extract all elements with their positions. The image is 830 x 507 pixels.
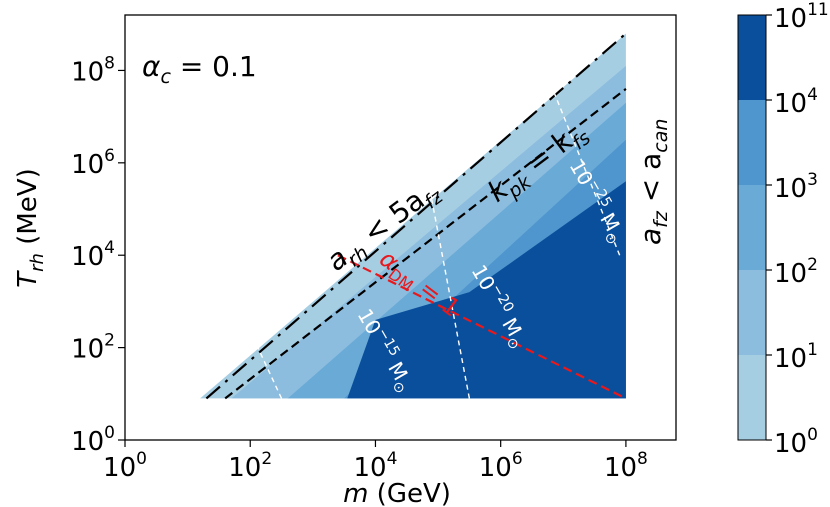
y-axis-ticks: 100 102 104 106 108 xyxy=(71,53,125,457)
colorbar-ticks: 100 101 102 103 104 1011 xyxy=(766,0,829,459)
x-tick-label: 102 xyxy=(228,449,272,483)
x-tick-label: 106 xyxy=(479,449,523,483)
alpha-c-annotation: αc = 0.1 xyxy=(142,50,257,88)
y-tick-label: 102 xyxy=(71,331,115,365)
y-tick-label: 106 xyxy=(71,146,115,180)
colorbar xyxy=(738,15,766,440)
colorbar-frame xyxy=(737,14,767,441)
colorbar-segment-3 xyxy=(738,100,766,185)
contour-band-4 xyxy=(347,181,626,399)
line-4 xyxy=(431,199,471,399)
line-0 xyxy=(205,32,627,400)
line-5 xyxy=(550,84,621,256)
colorbar-tick-label: 104 xyxy=(774,85,818,119)
y-tick-label: 100 xyxy=(71,423,115,457)
x-axis-label: m (GeV) xyxy=(343,479,451,507)
x-tick-label: 108 xyxy=(604,449,648,483)
line-3 xyxy=(246,324,283,399)
colorbar-tick-label: 103 xyxy=(774,170,818,204)
colorbar-tick-label: 102 xyxy=(774,255,818,289)
afz-annotation: afz < acan xyxy=(634,119,672,245)
colorbar-segment-0 xyxy=(738,355,766,440)
x-tick-label: 104 xyxy=(353,449,397,483)
contour-regions xyxy=(200,33,626,399)
line-2 xyxy=(337,254,627,400)
colorbar-tick-label: 100 xyxy=(774,425,818,459)
overlay-lines xyxy=(205,32,627,400)
colorbar-segment-2 xyxy=(738,185,766,270)
colorbar-segment-4 xyxy=(738,15,766,100)
y-axis-label: Trh (MeV) xyxy=(13,168,48,287)
y-tick-label: 108 xyxy=(71,53,115,87)
x-tick-label: 100 xyxy=(103,449,147,483)
y-tick-label: 104 xyxy=(71,238,115,272)
plot-frame xyxy=(124,14,677,441)
colorbar-tick-label: 101 xyxy=(774,340,818,374)
x-axis-ticks: 100 102 104 106 108 xyxy=(103,440,648,483)
colorbar-tick-label: 1011 xyxy=(774,0,829,34)
colorbar-segment-1 xyxy=(738,270,766,355)
line-1 xyxy=(224,88,627,400)
